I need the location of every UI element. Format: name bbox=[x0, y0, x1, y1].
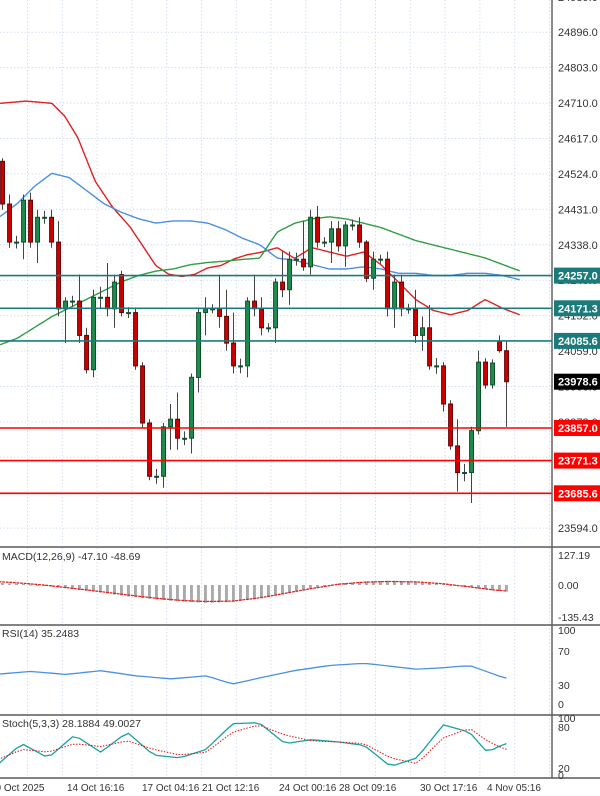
svg-text:23594.0: 23594.0 bbox=[558, 523, 598, 535]
svg-text:24803.0: 24803.0 bbox=[558, 63, 598, 75]
svg-text:100: 100 bbox=[558, 625, 576, 637]
svg-text:24431.0: 24431.0 bbox=[558, 204, 598, 216]
svg-text:23685.6: 23685.6 bbox=[558, 488, 598, 500]
svg-text:24257.0: 24257.0 bbox=[558, 271, 598, 283]
svg-text:24524.0: 24524.0 bbox=[558, 169, 598, 181]
svg-text:24085.6: 24085.6 bbox=[558, 336, 598, 348]
svg-text:0: 0 bbox=[558, 699, 564, 711]
svg-text:30: 30 bbox=[558, 680, 570, 692]
svg-text:10 Oct 2025: 10 Oct 2025 bbox=[0, 783, 45, 794]
svg-text:23771.3: 23771.3 bbox=[558, 456, 598, 468]
svg-text:24 Oct 00:16: 24 Oct 00:16 bbox=[279, 783, 337, 794]
svg-text:23978.6: 23978.6 bbox=[558, 377, 598, 389]
svg-text:21 Oct 12:16: 21 Oct 12:16 bbox=[202, 783, 260, 794]
svg-text:0: 0 bbox=[558, 770, 564, 782]
svg-text:Stoch(5,3,3) 28.1884 49.0027: Stoch(5,3,3) 28.1884 49.0027 bbox=[2, 718, 141, 730]
svg-text:0.00: 0.00 bbox=[558, 580, 579, 592]
svg-text:24710.0: 24710.0 bbox=[558, 98, 598, 110]
svg-text:80: 80 bbox=[558, 722, 570, 734]
svg-text:24171.3: 24171.3 bbox=[558, 303, 598, 315]
svg-text:14 Oct 16:16: 14 Oct 16:16 bbox=[67, 783, 125, 794]
svg-text:23857.0: 23857.0 bbox=[558, 423, 598, 435]
svg-text:17 Oct 04:16: 17 Oct 04:16 bbox=[142, 783, 200, 794]
svg-text:MACD(12,26,9) -47.10 -48.69: MACD(12,26,9) -47.10 -48.69 bbox=[2, 551, 140, 563]
svg-text:127.19: 127.19 bbox=[558, 550, 590, 562]
svg-text:70: 70 bbox=[558, 646, 570, 658]
svg-text:-135.43: -135.43 bbox=[558, 612, 594, 624]
svg-text:24989.0: 24989.0 bbox=[558, 0, 598, 4]
svg-text:RSI(14) 35.2483: RSI(14) 35.2483 bbox=[2, 628, 79, 640]
svg-text:28 Oct 09:16: 28 Oct 09:16 bbox=[339, 783, 397, 794]
svg-text:24338.0: 24338.0 bbox=[558, 240, 598, 252]
svg-text:30 Oct 17:16: 30 Oct 17:16 bbox=[420, 783, 478, 794]
svg-text:4 Nov 05:16: 4 Nov 05:16 bbox=[487, 783, 541, 794]
svg-text:24896.0: 24896.0 bbox=[558, 27, 598, 39]
svg-text:24617.0: 24617.0 bbox=[558, 134, 598, 146]
